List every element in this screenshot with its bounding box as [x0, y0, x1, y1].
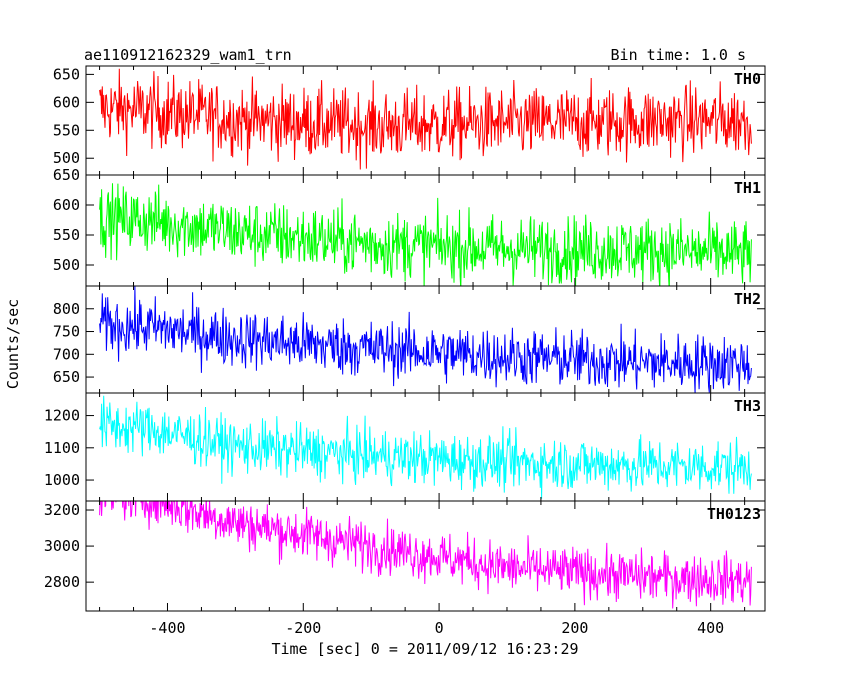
panel-th3: 1000 1100 1200 TH3 [44, 392, 766, 502]
series-line-th1 [99, 183, 752, 286]
panel-name-label: TH3 [734, 397, 761, 415]
x-tick-label: -200 [285, 619, 321, 637]
series-line-th3 [99, 395, 752, 499]
x-tick-label: 200 [561, 619, 588, 637]
panel-th1: 500 550 600 650 TH1 [53, 166, 766, 287]
plot-title: ae110912162329_wam1_trn [84, 46, 292, 64]
y-axis-label: Counts/sec [4, 299, 22, 389]
y-tick-label: 500 [53, 256, 80, 274]
panel-name-label: TH2 [734, 290, 761, 308]
y-tick-label: 1100 [44, 439, 80, 457]
panel-frame [85, 500, 766, 612]
panel-th0: 500 550 600 650 TH0 [53, 65, 766, 176]
y-tick-label: 800 [53, 300, 80, 318]
x-axis: -400 -200 0 200 400 [149, 619, 724, 637]
y-tick-label: 1000 [44, 471, 80, 489]
y-tick-label: 650 [53, 368, 80, 386]
panel-frame [85, 392, 766, 502]
x-tick-label: -400 [149, 619, 185, 637]
series-line-th0 [99, 68, 752, 170]
series-line-th0123 [99, 501, 752, 609]
y-tick-label: 750 [53, 323, 80, 341]
panel-name-label: TH0123 [707, 505, 761, 523]
y-tick-label: 650 [53, 166, 80, 184]
y-tick-label: 550 [53, 121, 80, 139]
y-tick-label: 1200 [44, 407, 80, 425]
y-tick-label: 550 [53, 226, 80, 244]
x-tick-label: 400 [697, 619, 724, 637]
y-tick-label: 700 [53, 345, 80, 363]
y-tick-label: 3200 [44, 501, 80, 519]
x-axis-label: Time [sec] 0 = 2011/09/12 16:23:29 [271, 640, 578, 658]
x-tick-label: 0 [435, 619, 444, 637]
panel-name-label: TH1 [734, 179, 761, 197]
panel-th0123: 2800 3000 3200 TH0123 [44, 500, 766, 612]
y-tick-label: 600 [53, 196, 80, 214]
y-tick-label: 650 [53, 65, 80, 83]
bin-time-label: Bin time: 1.0 s [611, 46, 746, 64]
series-line-th2 [99, 286, 752, 393]
panel-th2: 650 700 750 800 TH2 [53, 285, 766, 394]
panel-stack: 500 550 600 650 TH0 500 550 600 650 TH1 650 700 750 8… [44, 65, 766, 612]
y-tick-label: 2800 [44, 573, 80, 591]
y-tick-label: 600 [53, 93, 80, 111]
panel-name-label: TH0 [734, 70, 761, 88]
y-tick-label: 3000 [44, 537, 80, 555]
y-tick-label: 500 [53, 149, 80, 167]
